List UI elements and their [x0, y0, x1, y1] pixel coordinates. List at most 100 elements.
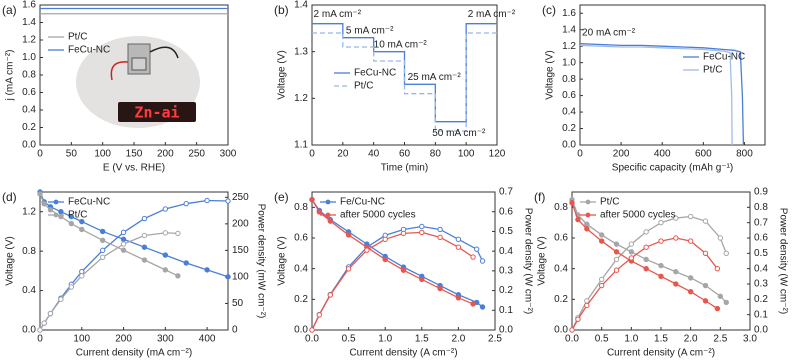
power-line — [571, 215, 727, 331]
legend-label: Pt/C — [68, 210, 87, 221]
y-tick-label: 0.0 — [562, 140, 576, 151]
x-axis-label: Current density (A cm⁻²) — [607, 348, 715, 359]
panel: (c) 0 200 400 600 800 0.0 0.2 0.4 0.6 0.8 1.0 1.2 1.4… — [542, 3, 766, 174]
plot-frame — [579, 4, 766, 146]
voltage-marker — [643, 265, 649, 272]
voltage-marker — [79, 226, 85, 233]
power-marker — [183, 200, 189, 207]
power-marker — [613, 267, 620, 273]
y2-tick-label: 0.9 — [754, 187, 768, 198]
y2-tick-label: 0 — [232, 325, 238, 336]
y2-tick-label: 0.4 — [754, 263, 768, 274]
voltage-marker — [316, 209, 323, 215]
x-tick-label: 2.5 — [488, 334, 502, 345]
voltage-marker — [584, 221, 590, 227]
voltage-marker — [58, 209, 64, 215]
voltage-marker — [455, 295, 462, 301]
power-marker — [162, 230, 169, 236]
y-tick-label: 1.2 — [22, 206, 36, 217]
x-tick-label: 1.0 — [378, 334, 392, 345]
x-tick-label: 400 — [199, 334, 216, 345]
x-axis-label: Current density (mA cm⁻²) — [76, 348, 192, 359]
power-marker — [717, 235, 724, 241]
photo-wire — [110, 61, 129, 81]
power-line — [311, 231, 474, 331]
power-marker — [658, 219, 664, 226]
voltage-marker — [575, 216, 581, 223]
panel-label: (a) — [2, 3, 17, 17]
power-marker — [723, 250, 729, 257]
y2-tick-label: 0.0 — [499, 325, 513, 336]
x-axis-label: Specific capacity (mAh g⁻¹) — [612, 163, 733, 174]
power-line — [39, 232, 178, 331]
x-tick-label: 0 — [309, 149, 315, 160]
voltage-marker — [175, 273, 181, 279]
power-marker — [584, 302, 590, 309]
power-marker — [598, 282, 605, 289]
voltage-marker — [68, 220, 75, 227]
y-tick-label: 1.4 — [562, 24, 576, 35]
x-axis-label: E (V vs. RHE) — [103, 163, 165, 174]
voltage-marker — [613, 249, 620, 255]
y-tick-label: 0.4 — [22, 285, 36, 296]
y-tick-label: 0.6 — [554, 233, 568, 244]
power-marker — [309, 327, 315, 333]
legend-label: Pt/C — [68, 32, 87, 43]
power-marker — [658, 238, 664, 244]
photo-wire — [149, 46, 179, 59]
y-tick-label: 0.4 — [22, 105, 36, 116]
voltage-marker — [141, 257, 148, 263]
panel: (b) 0 20 40 60 80 100 120 1.1 1.2 1.3 1.4 Time (min)… — [274, 0, 516, 174]
y-axis-label: j (mA cm⁻²) — [5, 50, 16, 102]
panel: (a) 0 50 100 150 200 250 300 0.0 0.2 0.4 0.6 0.8 1.0 1… — [2, 0, 237, 174]
voltage-marker — [79, 218, 85, 225]
voltage-marker — [68, 213, 75, 220]
power-marker — [437, 234, 443, 241]
y2-tick-label: 0.5 — [754, 248, 768, 259]
x-tick-label: 2.0 — [684, 334, 698, 345]
y2-tick-label: 50 — [232, 298, 244, 309]
x-tick-label: 200 — [115, 334, 132, 345]
y2-tick-label: 0.2 — [754, 294, 768, 305]
y-tick-label: 0.2 — [562, 123, 576, 134]
plot-frame — [39, 191, 229, 331]
x-tick-label: 0.5 — [595, 334, 609, 345]
y-tick-label: 1.6 — [562, 8, 576, 19]
voltage-marker — [204, 267, 210, 273]
photo-led-panel — [118, 102, 196, 122]
annotation: 2 mA cm⁻² — [468, 9, 516, 20]
voltage-marker — [47, 207, 54, 213]
voltage-marker — [400, 267, 407, 273]
legend-label: FeCu-NC — [68, 197, 110, 208]
y2-tick-label: 0.8 — [754, 202, 768, 213]
x-tick-label: 80 — [430, 149, 442, 160]
power-marker — [99, 254, 106, 260]
y-tick-label: 0.8 — [22, 70, 36, 81]
panel: (e)0.0 0.5 1.0 1.5 2.0 2.50.00.20.40.60.80.00… — [274, 187, 533, 359]
voltage-marker — [479, 304, 486, 310]
power-marker — [204, 197, 210, 204]
power-marker — [47, 310, 54, 317]
voltage-marker — [345, 232, 352, 238]
photo — [76, 36, 200, 128]
annotation: 5 mA cm⁻² — [346, 25, 394, 36]
y-tick-label: 0.0 — [22, 325, 36, 336]
annotation: 10 mA cm⁻² — [374, 39, 428, 50]
x-axis-label: Current density (A cm⁻²) — [349, 348, 457, 359]
x-tick-label: 300 — [220, 149, 237, 160]
y2-tick-label: 0.0 — [754, 325, 768, 336]
x-tick-label: 0.5 — [342, 334, 356, 345]
power-marker — [141, 232, 148, 239]
y-tick-label: 0.2 — [554, 294, 568, 305]
legend-marker — [585, 199, 591, 205]
power-marker — [628, 255, 635, 261]
panel-label: (e) — [274, 190, 289, 204]
voltage-marker — [714, 305, 721, 312]
panel-label: (b) — [274, 3, 289, 17]
power-marker — [419, 229, 425, 236]
y-tick-label: 1.0 — [562, 57, 576, 68]
y2-tick-label: 0.7 — [499, 187, 513, 198]
y2-axis-label: Power density (W cm⁻²) — [777, 208, 788, 314]
x-tick-label: 100 — [94, 149, 111, 160]
